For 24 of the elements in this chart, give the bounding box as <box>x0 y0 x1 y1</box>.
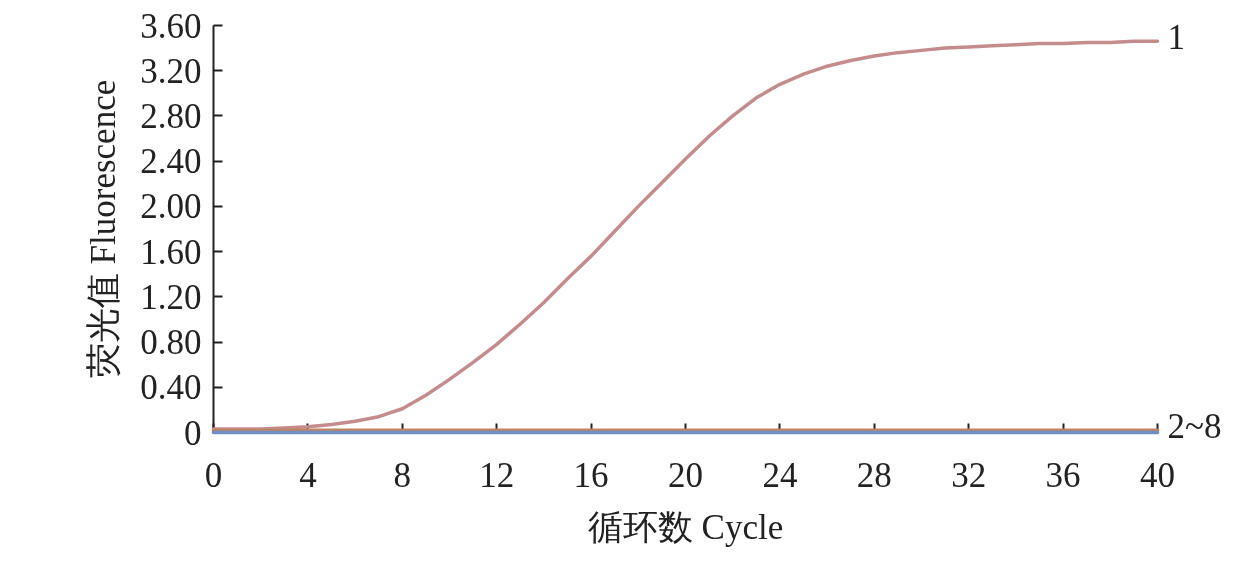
x-tick-label: 4 <box>299 455 317 495</box>
x-tick-label: 8 <box>393 455 412 495</box>
x-tick-label: 36 <box>1045 455 1081 495</box>
y-tick-label: 0.80 <box>140 323 202 363</box>
x-tick-label: 32 <box>951 455 987 495</box>
x-axis-title: 循环数 Cycle <box>587 507 784 547</box>
y-axis-title: 荧光值 Fluorescence <box>84 79 124 379</box>
x-tick-label: 16 <box>573 455 609 495</box>
x-tick-label: 24 <box>762 455 798 495</box>
y-tick-label: 3.60 <box>140 6 202 46</box>
y-tick-label: 0.40 <box>140 368 202 408</box>
x-tick-label: 40 <box>1140 455 1175 495</box>
x-tick-label: 20 <box>668 455 703 495</box>
series-label: 1 <box>1167 18 1185 58</box>
y-tick-label: 2.40 <box>140 142 202 182</box>
y-tick-label: 1.20 <box>140 277 202 317</box>
y-tick-label: 0 <box>184 413 202 453</box>
x-tick-label: 12 <box>479 455 515 495</box>
y-tick-label: 3.20 <box>140 51 202 91</box>
series-label: 2~8 <box>1167 406 1222 446</box>
y-tick-label: 2.00 <box>140 187 202 227</box>
y-tick-label: 2.80 <box>140 96 202 136</box>
x-tick-label: 28 <box>856 455 892 495</box>
y-tick-label: 1.60 <box>140 232 202 272</box>
